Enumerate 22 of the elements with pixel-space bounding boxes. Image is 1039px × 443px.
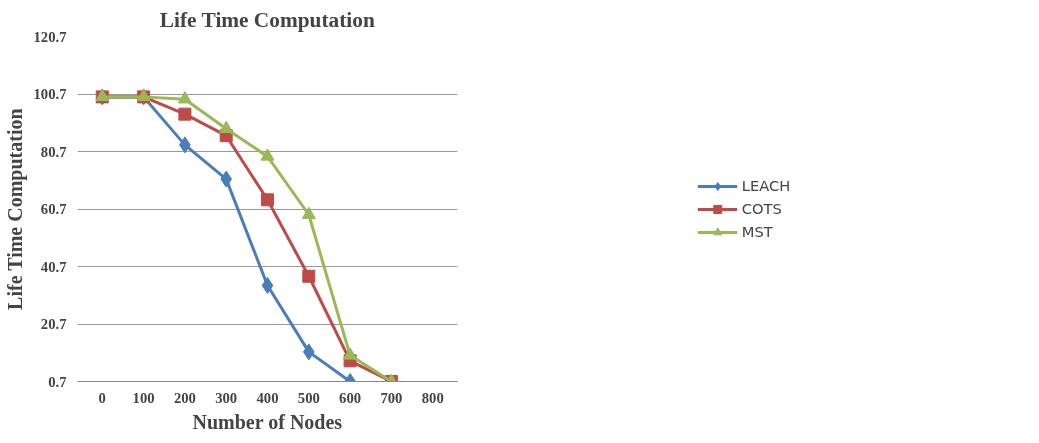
x-tick-label: 500 xyxy=(297,389,320,406)
x-tick-label: 700 xyxy=(380,389,403,406)
y-tick-label: 80.7 xyxy=(40,143,67,160)
x-axis-title: Number of Nodes xyxy=(192,410,343,433)
y-tick-label: 40.7 xyxy=(40,258,67,275)
x-tick-label: 800 xyxy=(421,389,444,406)
y-tick-label: 20.7 xyxy=(40,316,67,332)
y-tick-label: 0.7 xyxy=(48,373,67,390)
legend-label: MST xyxy=(741,223,773,240)
legend-label: COTS xyxy=(741,200,782,217)
legend-label: LEACH xyxy=(741,177,791,194)
x-tick-label: 100 xyxy=(132,389,155,406)
y-tick-label: 100.7 xyxy=(33,86,67,102)
y-axis-title: Life Time Computation xyxy=(3,108,27,310)
y-tick-label: 120.7 xyxy=(33,28,67,45)
x-tick-label: 200 xyxy=(173,389,196,406)
chart-title: Life Time Computation xyxy=(159,7,375,32)
x-tick-label: 400 xyxy=(256,389,279,406)
x-tick-label: 300 xyxy=(215,389,238,406)
x-tick-label: 600 xyxy=(339,389,362,406)
x-tick-label: 0 xyxy=(98,389,106,406)
y-tick-label: 60.7 xyxy=(40,201,67,217)
